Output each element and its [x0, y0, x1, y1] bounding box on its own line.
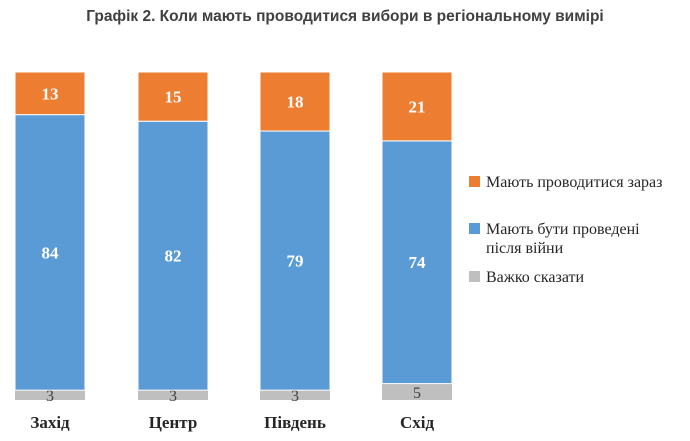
data-label: 74 [409, 253, 427, 272]
data-label: 3 [291, 388, 299, 405]
legend-label: Мають бути проведені [486, 221, 640, 238]
bar-segment [137, 71, 209, 122]
data-label: 21 [409, 97, 426, 116]
data-label: 15 [165, 88, 182, 107]
category-label: Центр [149, 413, 198, 432]
bar-segment [382, 383, 452, 400]
legend-label: Мають проводитися зараз [486, 174, 662, 191]
bar-segment [14, 71, 86, 116]
bar-segment [259, 130, 331, 391]
data-label: 3 [169, 388, 177, 405]
bar-segment [138, 390, 208, 400]
legend-swatch [469, 223, 480, 234]
legend-swatch [469, 176, 480, 187]
legend-label: після війни [486, 240, 564, 257]
bar-segment [15, 390, 85, 400]
category-label: Схід [400, 413, 435, 432]
data-label: 5 [413, 385, 421, 402]
category-label: Захід [30, 413, 70, 432]
bar-segment [381, 71, 453, 142]
bar-segment [14, 114, 86, 391]
data-label: 82 [165, 247, 182, 266]
data-label: 18 [287, 93, 304, 112]
legend-label: Важко сказати [486, 269, 585, 286]
data-label: 79 [287, 252, 304, 271]
bar-segment [260, 390, 330, 400]
bar-segment [259, 71, 331, 132]
data-label: 84 [42, 243, 60, 262]
bar-segment [381, 140, 453, 385]
category-label: Південь [264, 413, 326, 432]
data-label: 13 [42, 84, 59, 103]
data-label: 3 [46, 388, 54, 405]
legend-swatch [469, 271, 480, 282]
bar-segment [137, 120, 209, 391]
chart-title: Графік 2. Коли мають проводитися вибори … [86, 8, 604, 25]
